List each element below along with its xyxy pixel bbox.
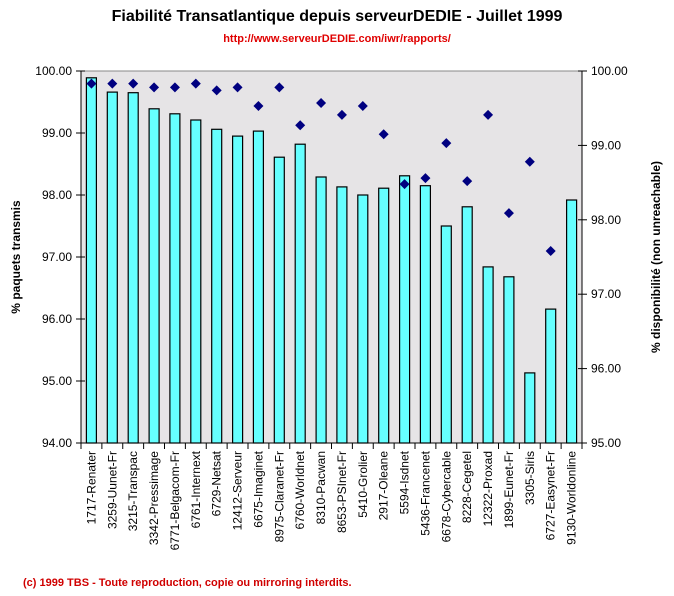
left-tick-label: 99.00 <box>42 126 72 140</box>
x-category-label: 6761-Internext <box>189 450 203 528</box>
x-category-label: 1717-Renater <box>84 451 98 524</box>
scatter-point <box>336 109 347 120</box>
copyright-footer: (c) 1999 TBS - Toute reproduction, copie… <box>23 577 352 589</box>
x-category-label: 6760-Worldnet <box>293 450 307 529</box>
x-category-label: 3215-Transpac <box>126 451 140 531</box>
scatter-point <box>128 78 139 89</box>
bar <box>85 77 98 444</box>
bar <box>169 113 181 444</box>
scatter-point <box>524 156 535 167</box>
scatter-point <box>483 109 494 120</box>
scatter-point <box>169 82 180 93</box>
scatter-point <box>503 208 514 219</box>
left-tick-label: 96.00 <box>42 312 72 326</box>
bar <box>461 206 473 444</box>
bar <box>232 135 244 444</box>
bar <box>273 156 285 444</box>
bar <box>440 225 452 444</box>
x-category-label: 2917-Oleane <box>377 451 391 521</box>
scatter-point <box>274 82 285 93</box>
scatter-point <box>420 173 431 184</box>
bar <box>482 266 494 444</box>
scatter-point <box>545 246 556 257</box>
scatter-point <box>107 78 118 89</box>
scatter-point <box>149 82 160 93</box>
bar <box>503 276 515 444</box>
scatter-point <box>357 100 368 111</box>
x-category-label: 3305-Siris <box>523 451 537 505</box>
right-tick-label: 98.00 <box>591 213 621 227</box>
bar <box>524 372 536 444</box>
right-tick-label: 96.00 <box>591 362 621 376</box>
bar <box>545 308 557 444</box>
bar <box>294 143 306 444</box>
left-tick-label: 100.00 <box>35 64 72 78</box>
x-category-label: 12412-Serveur <box>231 451 245 530</box>
scatter-point <box>399 179 410 190</box>
bar <box>190 119 202 444</box>
chart-subtitle-url[interactable]: http://www.serveurDEDIE.com/iwr/rapports… <box>223 33 451 45</box>
bar <box>357 194 369 444</box>
x-category-label: 5410-Grolier <box>356 451 370 518</box>
bar <box>148 108 160 444</box>
scatter-point <box>378 129 389 140</box>
x-category-label: 3342-Pressimage <box>147 451 161 545</box>
right-axis-title: % disponibilité (non unreachable) <box>649 161 663 353</box>
left-tick-label: 97.00 <box>42 250 72 264</box>
scatter-point <box>441 138 452 149</box>
scatter-point <box>316 97 327 108</box>
bar <box>315 176 327 444</box>
scatter-point <box>86 78 97 89</box>
right-tick-label: 99.00 <box>591 138 621 152</box>
left-tick-label: 98.00 <box>42 188 72 202</box>
x-category-label: 8653-PSInet-Fr <box>335 451 349 533</box>
x-category-label: 12322-Proxad <box>481 451 495 526</box>
x-category-label: 5594-Isdnet <box>398 450 412 514</box>
x-category-label: 5436-Francenet <box>418 450 432 535</box>
bar <box>399 175 411 444</box>
right-tick-label: 95.00 <box>591 436 621 450</box>
plot-area <box>80 70 583 444</box>
left-tick-label: 95.00 <box>42 374 72 388</box>
x-category-label: 8228-Cegetel <box>460 451 474 523</box>
bar <box>106 91 118 444</box>
bar <box>336 186 348 444</box>
scatter-point <box>295 120 306 131</box>
scatter-point <box>253 100 264 111</box>
x-category-label: 1899-Eunet-Fr <box>502 451 516 528</box>
scatter-point <box>462 176 473 187</box>
bar <box>211 128 223 444</box>
bar <box>419 185 431 444</box>
x-category-label: 9130-Worldonline <box>565 451 579 545</box>
bar <box>565 199 578 444</box>
right-tick-label: 97.00 <box>591 287 621 301</box>
x-category-label: 6771-Belgacom-Fr <box>168 451 182 550</box>
bar <box>378 187 390 444</box>
x-category-label: 8310-Pacwan <box>314 451 328 524</box>
x-category-label: 6727-Easynet-Fr <box>544 451 558 540</box>
scatter-point <box>232 82 243 93</box>
right-tick-label: 100.00 <box>591 64 628 78</box>
x-category-label: 6729-Netsat <box>210 450 224 516</box>
chart-title: Fiabilité Transatlantique depuis serveur… <box>111 8 563 25</box>
x-category-label: 6675-Imaginet <box>251 450 265 527</box>
x-category-label: 6678-Cybercable <box>439 451 453 543</box>
scatter-point <box>190 78 201 89</box>
left-axis-title: % paquets transmis <box>9 200 23 314</box>
scatter-point <box>211 85 222 96</box>
x-category-label: 8975-Claranet-Fr <box>272 451 286 542</box>
left-tick-label: 94.00 <box>42 436 72 450</box>
x-category-label: 3259-Uunet-Fr <box>105 451 119 529</box>
bar <box>252 130 264 444</box>
bar <box>127 92 139 444</box>
